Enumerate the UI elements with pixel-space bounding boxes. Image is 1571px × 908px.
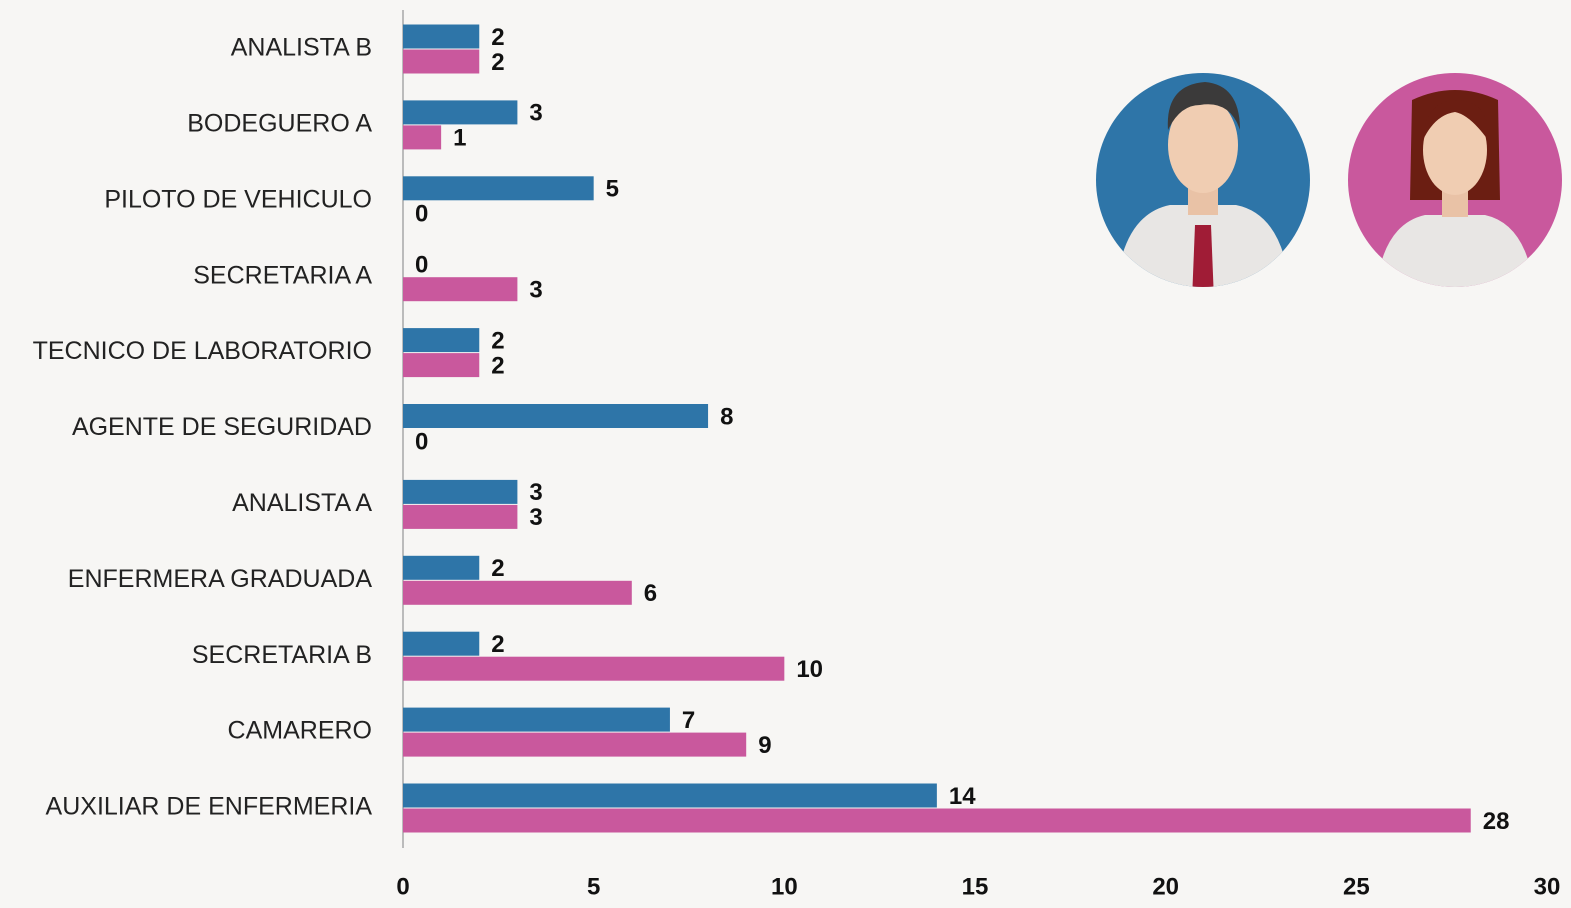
- x-tick-label: 20: [1152, 873, 1179, 900]
- bar: [403, 656, 785, 681]
- bar: [403, 555, 480, 580]
- value-label: 0: [415, 252, 428, 279]
- category-label: SECRETARIA B: [192, 641, 372, 669]
- value-label: 9: [758, 732, 771, 759]
- x-tick-label: 15: [962, 873, 989, 900]
- bar: [403, 277, 518, 302]
- x-tick-label: 5: [587, 873, 600, 900]
- value-label: 2: [491, 555, 504, 582]
- female-icon: [1348, 73, 1562, 287]
- category-label: TECNICO DE LABORATORIO: [33, 337, 372, 365]
- value-label: 3: [529, 277, 542, 304]
- value-label: 3: [529, 479, 542, 506]
- value-label: 2: [491, 24, 504, 51]
- x-tick-label: 30: [1534, 873, 1561, 900]
- value-label: 3: [529, 504, 542, 531]
- bar: [403, 328, 480, 353]
- bar: [403, 125, 442, 150]
- value-label: 6: [644, 580, 657, 607]
- value-label: 2: [491, 49, 504, 76]
- bar: [403, 24, 480, 49]
- value-label: 7: [682, 707, 695, 734]
- category-label: AGENTE DE SEGURIDAD: [72, 413, 372, 441]
- value-label: 0: [415, 201, 428, 228]
- x-tick-label: 25: [1343, 873, 1370, 900]
- bar: [403, 404, 709, 428]
- bar: [403, 100, 518, 125]
- category-label: CAMARERO: [228, 717, 372, 745]
- value-label: 3: [529, 100, 542, 127]
- value-label: 5: [606, 176, 619, 203]
- bar: [403, 707, 670, 732]
- category-label: ENFERMERA GRADUADA: [68, 565, 373, 593]
- x-tick-label: 10: [771, 873, 798, 900]
- value-label: 28: [1483, 808, 1510, 835]
- bar: [403, 783, 937, 808]
- value-label: 14: [949, 783, 976, 810]
- bar: [403, 808, 1471, 833]
- value-label: 8: [720, 403, 733, 430]
- x-tick-label: 0: [396, 873, 409, 900]
- category-label: BODEGUERO A: [187, 110, 372, 138]
- male-icon: [1096, 73, 1310, 287]
- category-label: ANALISTA A: [232, 489, 372, 517]
- bar: [403, 504, 518, 529]
- category-label: AUXILIAR DE ENFERMERIA: [46, 793, 373, 821]
- value-label: 1: [453, 125, 466, 152]
- bar: [403, 176, 594, 201]
- value-label: 10: [796, 656, 823, 683]
- value-label: 2: [491, 327, 504, 354]
- bar: [403, 631, 480, 656]
- bar: [403, 353, 480, 378]
- bar: [403, 479, 518, 504]
- value-label: 2: [491, 631, 504, 658]
- category-label: ANALISTA B: [231, 34, 372, 62]
- bar: [403, 49, 480, 74]
- bar: [403, 580, 632, 605]
- category-label: PILOTO DE VEHICULO: [104, 185, 372, 213]
- value-label: 0: [415, 428, 428, 455]
- bar: [403, 732, 747, 757]
- value-label: 2: [491, 352, 504, 379]
- category-label: SECRETARIA A: [193, 261, 372, 289]
